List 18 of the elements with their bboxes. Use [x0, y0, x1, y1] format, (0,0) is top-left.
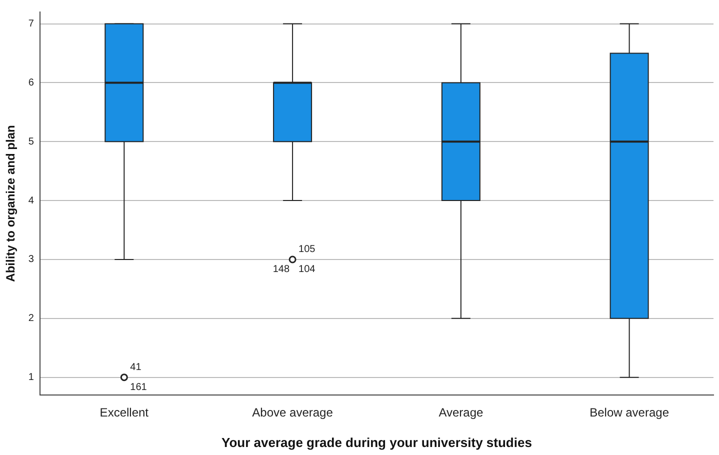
x-tick-label: Below average [590, 406, 670, 420]
x-tick-label: Excellent [100, 406, 150, 420]
annotation: 104 [298, 264, 316, 276]
annotation: 161 [130, 382, 148, 394]
x-tick-label: Average [438, 406, 484, 420]
x-tick-label: Above average [252, 406, 334, 420]
y-tick-label: 1 [28, 372, 34, 384]
annotation: 41 [130, 362, 142, 374]
y-tick-label: 6 [28, 77, 34, 88]
y-tick-label: 4 [28, 195, 34, 206]
annotation: 105 [298, 244, 316, 256]
x-axis-title: Your average grade during your university studies [222, 434, 532, 450]
y-tick-label: 7 [28, 18, 34, 30]
y-tick-label: 3 [28, 254, 34, 266]
y-axis-title: Ability to organize and plan [4, 125, 18, 282]
y-tick-label: 5 [28, 136, 34, 148]
annotation: 148 [272, 264, 290, 276]
y-tick-label: 2 [28, 313, 34, 324]
